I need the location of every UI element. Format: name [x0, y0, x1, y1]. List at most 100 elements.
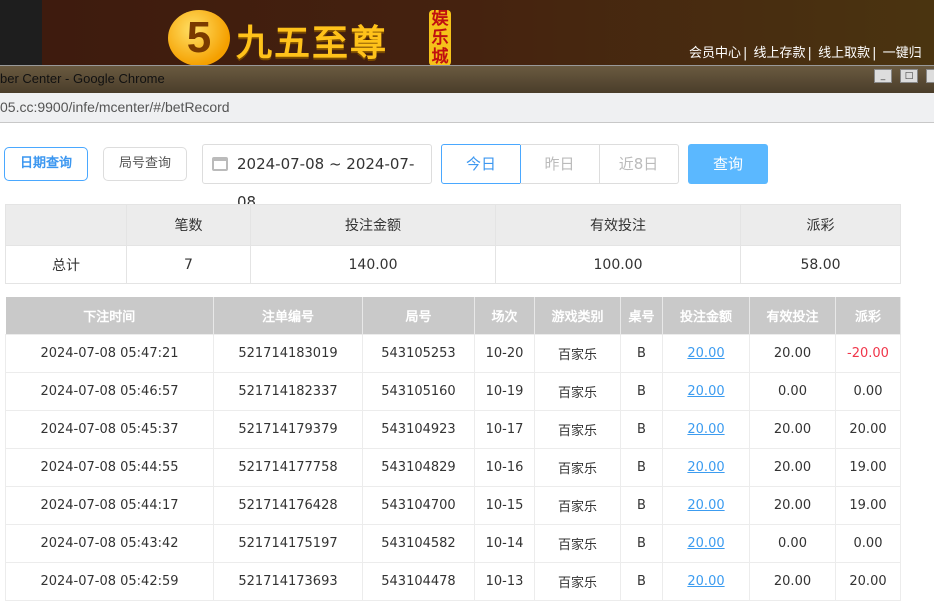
- table-cell: 2024-07-08 05:44:55: [5, 447, 214, 487]
- records-header-cell: 游戏类别: [534, 297, 621, 334]
- table-cell: 2024-07-08 05:42:59: [5, 561, 214, 601]
- table-cell: 19.00: [835, 485, 901, 525]
- table-cell: 2024-07-08 05:44:17: [5, 485, 214, 525]
- summary-cell: 58.00: [740, 245, 901, 284]
- table-row: 2024-07-08 05:45:37 521714179379 543104923…: [5, 409, 901, 449]
- bet-amount-link[interactable]: 20.00: [687, 421, 725, 437]
- table-row: 2024-07-08 05:47:21 521714183019 543105253…: [5, 333, 901, 373]
- bet-amount-link[interactable]: 20.00: [687, 535, 725, 551]
- bet-amount-link[interactable]: 20.00: [687, 345, 725, 361]
- table-cell: 543105253: [362, 333, 475, 373]
- table-cell: 19.00: [835, 447, 901, 487]
- today-button[interactable]: 今日: [441, 144, 521, 184]
- table-cell: 10-13: [474, 561, 535, 601]
- address-bar[interactable]: 05.cc:9900/infe/mcenter/#/betRecord: [0, 93, 934, 123]
- table-cell: 521714176428: [213, 485, 363, 525]
- summary-table: 笔数 投注金额 有效投注 派彩 总计 7 140.00 100.00 58.00: [5, 204, 901, 284]
- summary-cell: 100.00: [495, 245, 741, 284]
- summary-header-cell: 派彩: [740, 204, 901, 246]
- summary-cell: 140.00: [250, 245, 496, 284]
- table-cell: 10-20: [474, 333, 535, 373]
- table-cell: 543104829: [362, 447, 475, 487]
- bet-amount-link[interactable]: 20.00: [687, 383, 725, 399]
- summary-header-cell: 投注金额: [250, 204, 496, 246]
- last-8-days-button[interactable]: 近8日: [599, 144, 679, 184]
- records-header-cell: 投注金额: [662, 297, 750, 334]
- records-header-cell: 局号: [362, 297, 475, 334]
- round-query-tab[interactable]: 局号查询: [103, 147, 187, 181]
- table-cell: 20.00: [749, 447, 836, 487]
- calendar-icon: [212, 157, 228, 171]
- records-header-cell: 注单编号: [213, 297, 363, 334]
- maximize-button[interactable]: □: [900, 69, 918, 83]
- site-banner: 5 九五至尊 娱乐城 会员中心 | 线上存款 | 线上取款 | 一键归: [0, 0, 934, 66]
- top-links: 会员中心 | 线上存款 | 线上取款 | 一键归: [689, 46, 922, 61]
- table-cell: 百家乐: [534, 333, 621, 373]
- table-cell: 百家乐: [534, 371, 621, 411]
- table-cell: 521714182337: [213, 371, 363, 411]
- browser-titlebar: ber Center - Google Chrome _ □: [0, 65, 934, 93]
- records-header-cell: 有效投注: [749, 297, 836, 334]
- url-text[interactable]: 05.cc:9900/infe/mcenter/#/betRecord: [0, 99, 230, 115]
- table-cell: 20.00: [749, 485, 836, 525]
- window-title: ber Center - Google Chrome: [0, 71, 165, 86]
- table-cell: B: [620, 561, 663, 601]
- summary-cell: 7: [126, 245, 251, 284]
- search-button[interactable]: 查询: [688, 144, 768, 184]
- table-cell: 百家乐: [534, 447, 621, 487]
- summary-cell: 总计: [5, 245, 127, 284]
- table-cell: 521714177758: [213, 447, 363, 487]
- banner-left-bar: [0, 0, 42, 66]
- summary-row: 总计 7 140.00 100.00 58.00: [5, 245, 901, 284]
- table-cell: 521714173693: [213, 561, 363, 601]
- date-range-input[interactable]: 2024-07-08 ~ 2024-07-08: [202, 144, 432, 211]
- bet-amount-link[interactable]: 20.00: [687, 573, 725, 589]
- table-row: 2024-07-08 05:46:57 521714182337 543105160…: [5, 371, 901, 411]
- table-cell: 2024-07-08 05:45:37: [5, 409, 214, 449]
- table-cell: B: [620, 447, 663, 487]
- date-query-tab[interactable]: 日期查询: [4, 147, 88, 181]
- records-header-cell: 下注时间: [5, 297, 214, 334]
- table-cell: 543104478: [362, 561, 475, 601]
- logo-icon: 5: [168, 10, 230, 66]
- member-center-link[interactable]: 会员中心: [689, 46, 742, 61]
- table-cell: 0.00: [749, 371, 836, 411]
- table-cell: B: [620, 523, 663, 563]
- table-cell: B: [620, 485, 663, 525]
- table-row: 2024-07-08 05:42:59 521714173693 543104478…: [5, 561, 901, 601]
- deposit-link[interactable]: 线上存款: [753, 46, 806, 61]
- table-cell: 20.00: [749, 561, 836, 601]
- records-header-cell: 派彩: [835, 297, 901, 334]
- summary-header-cell: 有效投注: [495, 204, 741, 246]
- table-cell: 521714183019: [213, 333, 363, 373]
- close-button[interactable]: [926, 69, 934, 83]
- table-cell: 521714179379: [213, 409, 363, 449]
- table-cell: 2024-07-08 05:47:21: [5, 333, 214, 373]
- table-cell: 20.00: [662, 523, 750, 563]
- one-click-link[interactable]: 一键归: [882, 46, 922, 61]
- bet-amount-link[interactable]: 20.00: [687, 497, 725, 513]
- table-cell: 20.00: [662, 333, 750, 373]
- table-cell: 百家乐: [534, 523, 621, 563]
- yesterday-button[interactable]: 昨日: [520, 144, 600, 184]
- table-cell: 20.00: [835, 409, 901, 449]
- withdraw-link[interactable]: 线上取款: [818, 46, 871, 61]
- summary-header-cell: [5, 204, 127, 246]
- table-cell: 543104700: [362, 485, 475, 525]
- bet-amount-link[interactable]: 20.00: [687, 459, 725, 475]
- table-cell: 543104582: [362, 523, 475, 563]
- table-row: 2024-07-08 05:44:17 521714176428 543104700…: [5, 485, 901, 525]
- table-cell: 543104923: [362, 409, 475, 449]
- table-cell: 20.00: [662, 409, 750, 449]
- table-cell: 543105160: [362, 371, 475, 411]
- table-cell: 百家乐: [534, 409, 621, 449]
- table-cell: B: [620, 333, 663, 373]
- table-cell: 10-19: [474, 371, 535, 411]
- table-cell: 10-14: [474, 523, 535, 563]
- table-cell: 0.00: [749, 523, 836, 563]
- table-cell: 10-15: [474, 485, 535, 525]
- table-cell: 0.00: [835, 523, 901, 563]
- table-cell: 10-16: [474, 447, 535, 487]
- minimize-button[interactable]: _: [874, 69, 892, 83]
- table-cell: 20.00: [662, 447, 750, 487]
